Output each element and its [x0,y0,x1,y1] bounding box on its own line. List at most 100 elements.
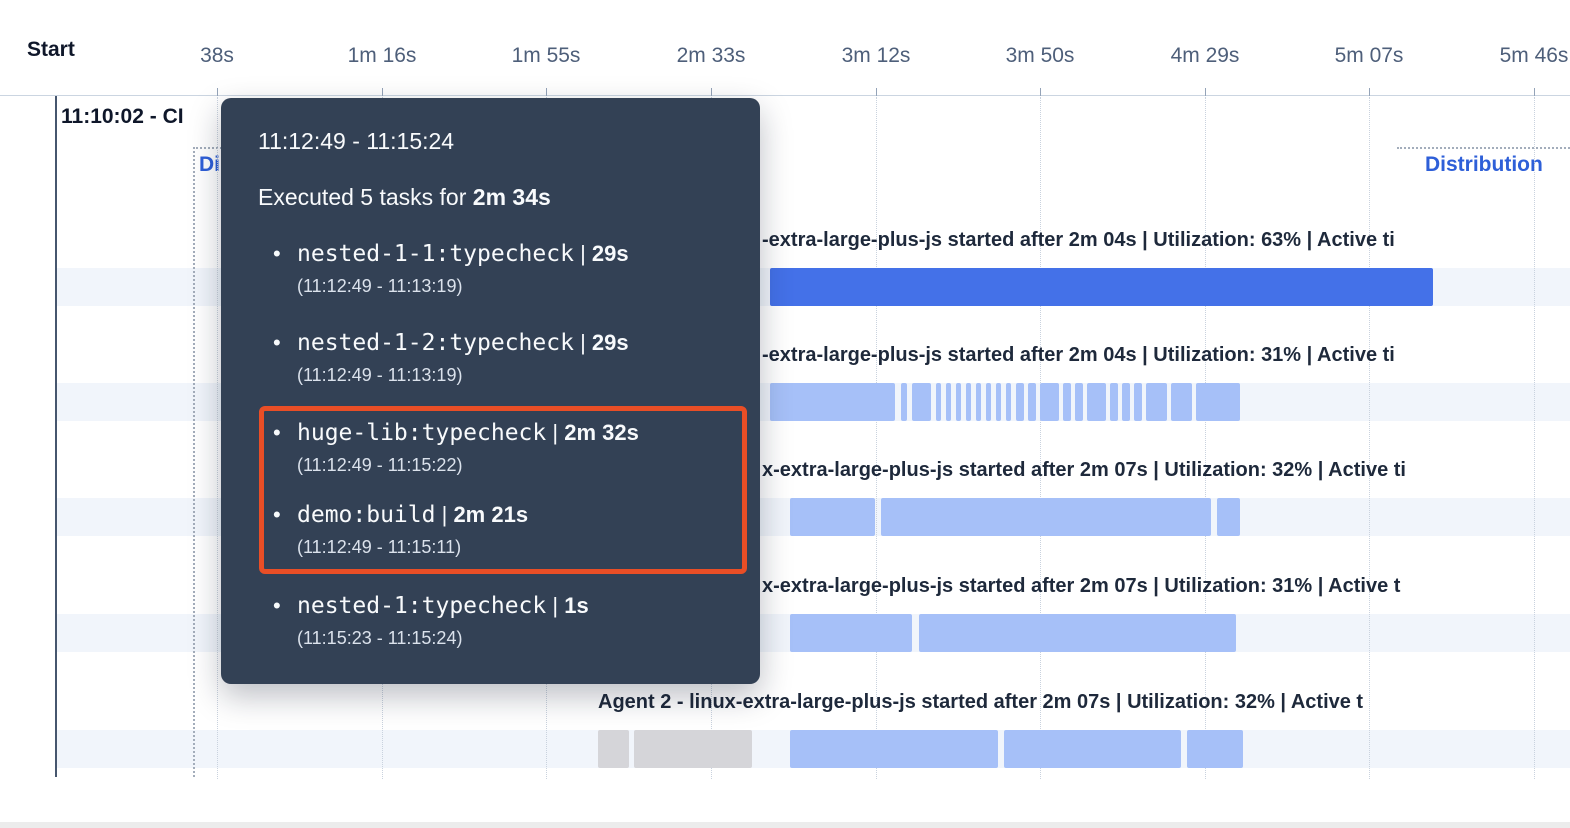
axis-tick-mark [1369,88,1370,96]
task-range: (11:12:49 - 11:13:19) [297,276,463,296]
agent-bar-segment[interactable] [912,383,931,421]
agent-bar-segment[interactable] [790,730,998,768]
task-item: • demo:build | 2m 21s (11:12:49 - 11:15:11… [273,501,734,559]
agent-bar-segment[interactable] [770,383,895,421]
bullet-icon: • [273,330,281,355]
task-separator: | [573,330,592,355]
highlighted-tasks-box: • huge-lib:typecheck | 2m 32s (11:12:49 - … [259,406,747,574]
task-item: • nested-1-1:typecheck | 29s (11:12:49 - 1… [273,240,740,298]
task-item: • huge-lib:typecheck | 2m 32s (11:12:49 - … [273,419,734,477]
task-range: (11:12:49 - 11:13:19) [297,365,463,385]
agent-bar-segment[interactable] [1122,383,1130,421]
tooltip-task-list: • nested-1-1:typecheck | 29s (11:12:49 - 1… [258,240,747,650]
agent-bar-segment[interactable] [790,614,912,652]
agent-bar-segment[interactable] [966,383,971,421]
agent-bar-segment[interactable] [790,498,875,536]
agent-bar-segment[interactable] [919,614,1236,652]
tooltip-summary: Executed 5 tasks for 2m 34s [258,184,740,210]
agent-bar-segment[interactable] [881,498,1211,536]
agent-row-label: x-extra-large-plus-js started after 2m 0… [762,459,1406,481]
axis-gridline [876,97,877,779]
agent-bar-segment[interactable] [1063,383,1071,421]
axis-tick-mark [1534,88,1535,96]
task-duration: 29s [591,330,629,355]
axis-tick-mark [1040,88,1041,96]
distribution-label-right[interactable]: Distribution [1425,153,1543,176]
task-separator: | [435,502,454,527]
agent-row-label: Agent 2 - linux-extra-large-plus-js star… [598,691,1364,713]
task-range: (11:12:49 - 11:15:22) [297,455,463,475]
agent-row-label: -extra-large-plus-js started after 2m 04… [762,344,1395,366]
agent-bar-segment[interactable] [1028,383,1036,421]
timeline-origin-line [55,96,57,777]
agent-bar-segment[interactable] [770,268,1433,306]
agent-bar-segment[interactable] [1146,383,1167,421]
axis-tick-mark [876,88,877,96]
agent-bar-segment[interactable] [1171,383,1192,421]
agent-bar-segment[interactable] [986,383,991,421]
distribution-label-left[interactable]: Di [199,153,220,176]
axis-gridline [1369,97,1370,779]
agent-row-label: x-extra-large-plus-js started after 2m 0… [762,575,1401,597]
task-execution-tooltip: 11:12:49 - 11:15:24 Executed 5 tasks for… [221,98,760,684]
task-line: • nested-1-2:typecheck | 29s [273,329,740,357]
agent-bar-segment[interactable] [1006,383,1011,421]
horizontal-scrollbar[interactable] [0,822,1570,828]
axis-tick-label: 3m 12s [841,44,911,67]
distribution-region-top-border-right [1397,147,1570,149]
axis-start-label: Start [27,38,75,61]
agent-bar-segment[interactable] [901,383,907,421]
axis-tick-label: 38s [200,44,234,67]
agent-bar-segment[interactable] [946,383,951,421]
agent-bar-segment[interactable] [1004,730,1181,768]
axis-tick-label: 5m 07s [1334,44,1404,67]
task-name: nested-1-2:typecheck [297,330,574,356]
agent-bar-segment[interactable] [936,383,941,421]
axis-tick-mark [711,88,712,96]
task-name: nested-1-1:typecheck [297,241,574,267]
agent-bar-segment[interactable] [996,383,1001,421]
agent-row-label: -extra-large-plus-js started after 2m 04… [762,229,1395,251]
task-item: • nested-1-2:typecheck | 29s (11:12:49 - 1… [273,329,740,387]
task-duration: 1s [564,593,589,618]
agent-bar-segment[interactable] [1187,730,1243,768]
tooltip-time-range: 11:12:49 - 11:15:24 [258,128,455,154]
axis-tick-mark [217,88,218,96]
axis-tick-label: 1m 16s [347,44,417,67]
axis-gridline [1534,97,1535,779]
distribution-region-left-border [193,147,195,777]
agent-bar-segment[interactable] [598,730,629,768]
run-start-label: 11:10:02 - CI [61,105,184,128]
tooltip-summary-text: Executed 5 tasks for [258,184,473,210]
axis-gridline [1040,97,1041,779]
task-duration: 2m 21s [453,502,529,527]
axis-tick-label: 3m 50s [1005,44,1075,67]
task-separator: | [546,420,565,445]
agent-bar-segment[interactable] [1134,383,1142,421]
agent-bar-segment[interactable] [1016,383,1024,421]
axis-gridline [217,97,218,779]
axis-tick-mark [1205,88,1206,96]
agent-bar-segment[interactable] [1110,383,1118,421]
task-line: • huge-lib:typecheck | 2m 32s [273,419,734,447]
axis-separator-line [0,95,1570,96]
axis-tick-label: 1m 55s [511,44,581,67]
agent-bar-segment[interactable] [1217,498,1240,536]
agent-bar-segment[interactable] [956,383,961,421]
agent-bar-segment[interactable] [1087,383,1106,421]
agent-bar-segment[interactable] [976,383,981,421]
agent-bar-segment[interactable] [1075,383,1083,421]
task-name: huge-lib:typecheck [297,420,547,446]
task-duration: 2m 32s [564,420,639,445]
bullet-icon: • [273,420,281,445]
task-range: (11:12:49 - 11:15:11) [297,537,462,557]
axis-tick-label: 4m 29s [1170,44,1240,67]
agent-bar-segment[interactable] [1196,383,1240,421]
bullet-icon: • [273,502,281,527]
bullet-icon: • [273,593,281,618]
axis-gridline [1205,97,1206,779]
tooltip-summary-duration: 2m 34s [472,184,551,210]
agent-bar-segment[interactable] [1040,383,1059,421]
agent-bar-segment[interactable] [634,730,752,768]
